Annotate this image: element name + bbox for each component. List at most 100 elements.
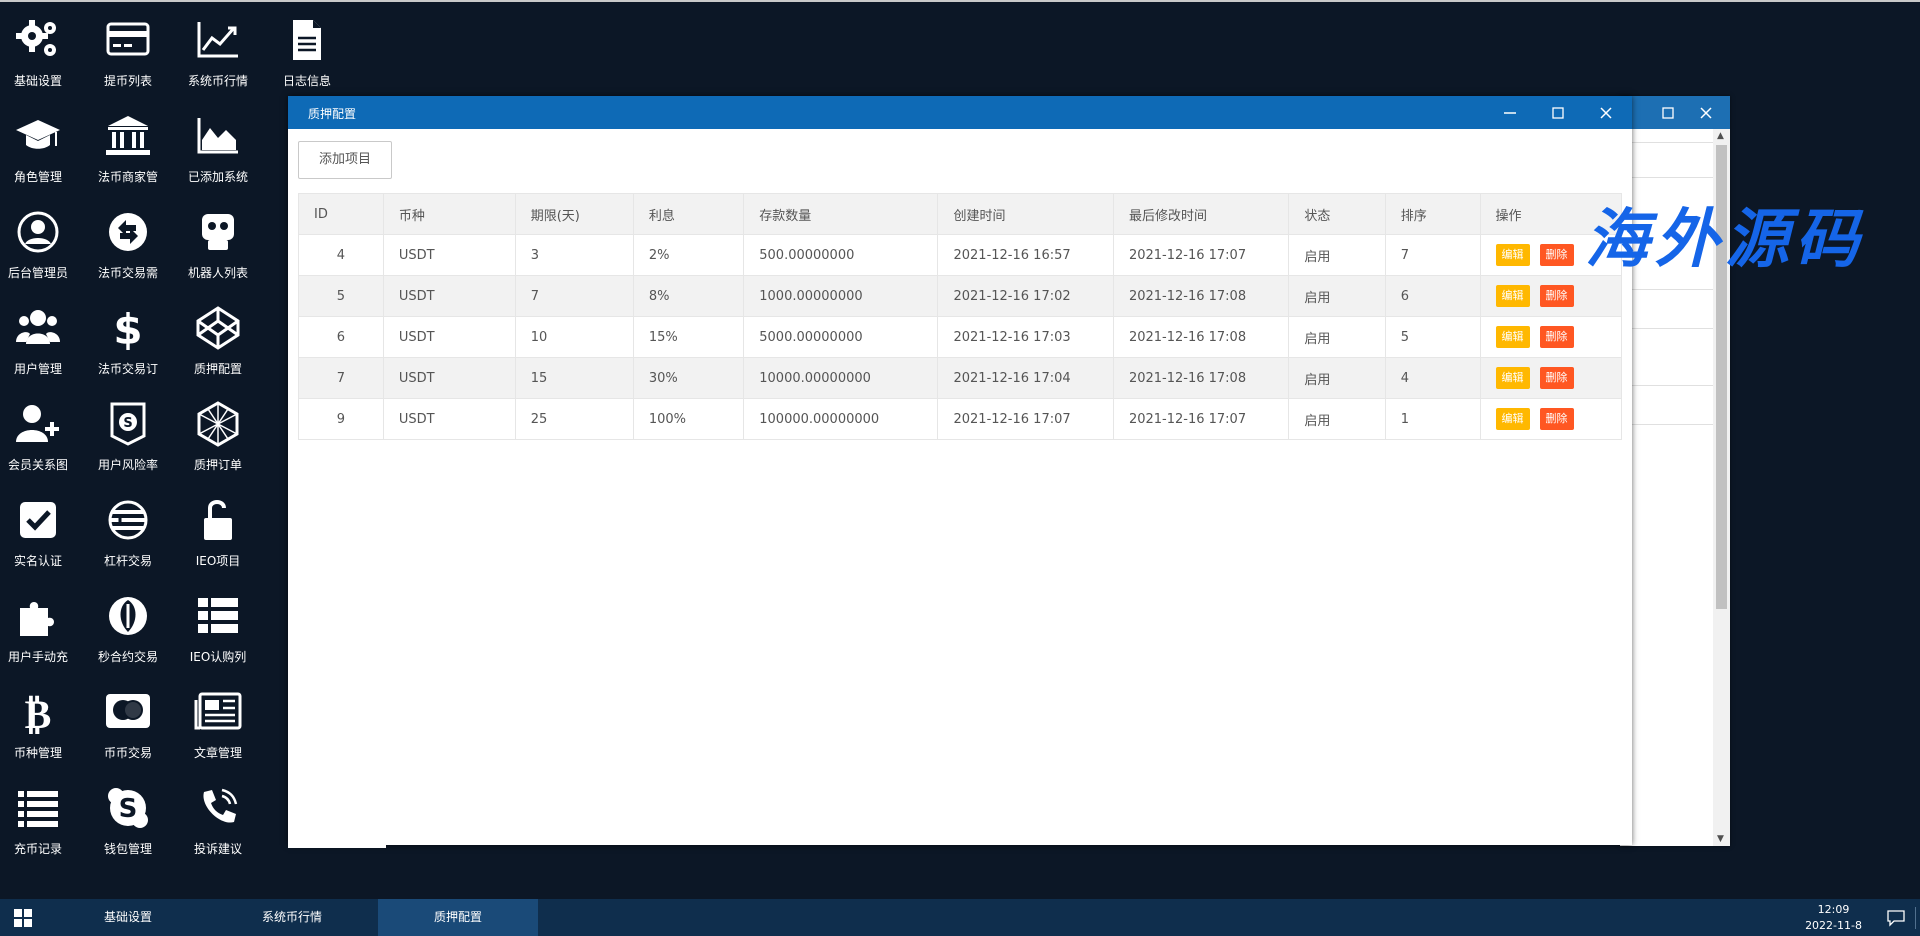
cell-created: 2021-12-16 17:07: [937, 398, 1114, 440]
close-icon[interactable]: [1694, 101, 1718, 125]
edit-button[interactable]: 编辑: [1495, 244, 1530, 266]
desktop-icon[interactable]: 质押配置: [173, 304, 263, 384]
background-field[interactable]: [1630, 142, 1716, 178]
desktop-icon[interactable]: S 用户风险率: [83, 400, 173, 480]
table-row[interactable]: 6 USDT 10 15% 5000.00000000 2021-12-16 17:03 2…: [298, 316, 1623, 358]
taskbar-task[interactable]: 基础设置: [103, 910, 152, 924]
cell-actions: 编辑 删除: [1479, 275, 1623, 317]
cell-interest: 15%: [632, 316, 745, 358]
cell-amount: 10000.00000000: [743, 357, 939, 399]
delete-button[interactable]: 删除: [1539, 285, 1574, 307]
maximize-icon[interactable]: [1546, 101, 1570, 125]
desktop-icon-label: 杠杆交易: [103, 554, 152, 568]
desktop-icon[interactable]: $ 法币交易订: [83, 304, 173, 384]
desktop-icon[interactable]: 实名认证: [0, 496, 83, 576]
main-window[interactable]: 质押配置 添加项目 ID 币种 期限(天) 利息 存款数量 创建时间 最后修改时间 状态 排序操…: [288, 96, 1632, 845]
desktop-icon-label: 后台管理员: [7, 266, 68, 280]
scrollbar[interactable]: ▲ ▼: [1713, 129, 1730, 846]
cell-amount: 500.00000000: [743, 234, 939, 276]
desktop-icon[interactable]: 角色管理: [0, 112, 83, 192]
delete-button[interactable]: 删除: [1539, 244, 1574, 266]
desktop-icon[interactable]: 后台管理员: [0, 208, 83, 288]
cell-sort: 4: [1384, 357, 1481, 399]
desktop-icon-label: 法币交易需: [97, 266, 158, 280]
background-window-titlebar[interactable]: [1620, 96, 1730, 129]
edit-button[interactable]: 编辑: [1495, 285, 1530, 307]
delete-button[interactable]: 删除: [1539, 367, 1574, 389]
column-header: ID: [298, 193, 384, 235]
desktop-icon[interactable]: 充币记录: [0, 784, 83, 864]
desktop-icon[interactable]: 投诉建议: [173, 784, 263, 864]
cell-created: 2021-12-16 17:03: [937, 316, 1114, 358]
background-field[interactable]: [1630, 289, 1716, 329]
desktop-icon[interactable]: 已添加系统: [173, 112, 263, 192]
watermark-text: 海外源码: [1585, 202, 1865, 277]
table-row[interactable]: 4 USDT 3 2% 500.00000000 2021-12-16 16:57 2021…: [298, 234, 1623, 276]
windows-start-icon[interactable]: [14, 909, 32, 927]
desktop-icon[interactable]: 杠杆交易: [83, 496, 173, 576]
desktop-icon[interactable]: 基础设置: [0, 16, 83, 96]
desktop-icon[interactable]: 提币列表: [83, 16, 173, 96]
desktop-icon[interactable]: 法币商家管: [83, 112, 173, 192]
desktop-icon[interactable]: ₿ 币种管理: [0, 688, 83, 768]
desktop-icon-label: 已添加系统: [187, 170, 248, 184]
edit-button[interactable]: 编辑: [1495, 367, 1530, 389]
desktop-icon[interactable]: 秒合约交易: [83, 592, 173, 672]
taskbar-task[interactable]: 系统币行情: [261, 910, 322, 924]
puzzle-icon: [20, 602, 54, 636]
edit-button[interactable]: 编辑: [1495, 408, 1530, 430]
desktop-icon[interactable]: 会员关系图: [0, 400, 83, 480]
background-field[interactable]: [1630, 385, 1716, 425]
desktop-icon[interactable]: 日志信息: [262, 16, 352, 96]
lever-icon: [108, 500, 148, 540]
desktop-icon[interactable]: 币币交易: [83, 688, 173, 768]
rebel-icon: [109, 597, 147, 635]
desktop-icon[interactable]: 用户管理: [0, 304, 83, 384]
desktop-icon[interactable]: 质押订单: [173, 400, 263, 480]
desktop-icon[interactable]: 法币交易需: [83, 208, 173, 288]
unlock-icon: [204, 500, 232, 540]
cell-status: 启用: [1288, 234, 1386, 276]
cell-coin: USDT: [382, 357, 516, 399]
desktop-icon-label: 实名认证: [13, 554, 62, 568]
cell-amount: 1000.00000000: [743, 275, 939, 317]
cell-id: 5: [298, 275, 384, 317]
desktop-icon[interactable]: 文章管理: [173, 688, 263, 768]
taskbar-task-active[interactable]: 质押配置: [378, 899, 538, 936]
desktop-icon-label: IEO项目: [195, 554, 241, 568]
delete-button[interactable]: 删除: [1539, 408, 1574, 430]
desktop-icon[interactable]: 用户手动充: [0, 592, 83, 672]
desktop-icon-label: 用户手动充: [7, 650, 68, 664]
desktop-icon[interactable]: IEO项目: [173, 496, 263, 576]
table-row[interactable]: 5 USDT 7 8% 1000.00000000 2021-12-16 17:02 202…: [298, 275, 1623, 317]
clock[interactable]: 12:09 2022-11-8: [1805, 902, 1862, 934]
scrollbar-thumb[interactable]: [1716, 145, 1727, 609]
notification-icon[interactable]: [1886, 909, 1906, 927]
cell-sort: 1: [1384, 398, 1481, 440]
cell-interest: 8%: [632, 275, 745, 317]
window-title: 质押配置: [308, 107, 357, 121]
table-row[interactable]: 9 USDT 25 100% 100000.00000000 2021-12-16 17:…: [298, 398, 1623, 440]
top-border: [0, 0, 1920, 2]
clock-time: 12:09: [1817, 903, 1850, 916]
desktop-icon[interactable]: 机器人列表: [173, 208, 263, 288]
minimize-icon[interactable]: [1498, 101, 1522, 125]
close-icon[interactable]: [1594, 101, 1618, 125]
desktop-icon[interactable]: S 钱包管理: [83, 784, 173, 864]
background-window[interactable]: ▲ ▼: [1620, 96, 1730, 846]
desktop-icon[interactable]: IEO认购列: [173, 592, 263, 672]
edit-button[interactable]: 编辑: [1495, 326, 1530, 348]
scroll-down-icon[interactable]: ▼: [1717, 834, 1724, 844]
maximize-icon[interactable]: [1656, 101, 1680, 125]
desktop-icon-label: 会员关系图: [7, 458, 68, 472]
delete-button[interactable]: 删除: [1539, 326, 1574, 348]
window-titlebar[interactable]: 质押配置: [288, 96, 1632, 129]
add-project-button[interactable]: 添加项目: [298, 141, 392, 179]
desktop-icon[interactable]: 系统币行情: [173, 16, 263, 96]
desktop-icon-label: 秒合约交易: [97, 650, 158, 664]
table-row[interactable]: 7 USDT 15 30% 10000.00000000 2021-12-16 17:04…: [298, 357, 1623, 399]
cell-term: 10: [514, 316, 634, 358]
newspaper-icon: [194, 692, 242, 730]
scroll-up-icon[interactable]: ▲: [1717, 131, 1724, 141]
desktop-icon-label: 质押配置: [193, 362, 242, 376]
